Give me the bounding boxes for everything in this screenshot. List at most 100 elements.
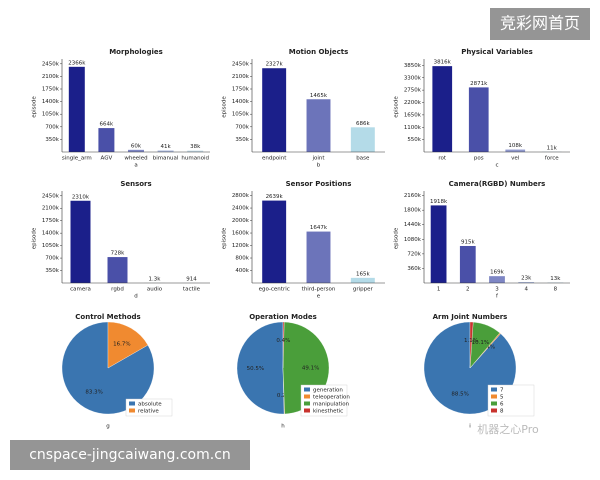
value-label: 60k — [131, 143, 142, 149]
x-tick-label: AGV — [101, 156, 113, 162]
y-tick-label: 1400k — [42, 231, 60, 237]
y-tick-label: 2450k — [42, 61, 60, 67]
slice-label: 0.4% — [481, 345, 495, 351]
value-label: 23k — [521, 276, 532, 282]
x-axis-label: f — [496, 294, 499, 300]
pie-slice — [282, 321, 285, 369]
bar — [459, 245, 476, 283]
x-tick-label: 2 — [466, 287, 470, 293]
chart-title: Physical Variables — [461, 48, 533, 56]
value-label: 686k — [356, 121, 370, 127]
x-tick-label: ego-centric — [259, 287, 290, 293]
value-label: 41k — [161, 144, 172, 150]
legend-label: teleoperation — [313, 394, 350, 400]
y-tick-label: 2100k — [42, 74, 60, 80]
x-axis-label: b — [317, 163, 321, 169]
watermark-top: 竞彩网首页 — [500, 14, 580, 33]
value-label: 1465k — [310, 93, 328, 99]
legend-swatch — [491, 387, 497, 392]
y-axis-label: episode — [394, 227, 400, 249]
x-tick-label: 3 — [495, 287, 499, 293]
bar — [262, 68, 287, 152]
pie-slice — [469, 321, 474, 369]
x-tick-label: endpoint — [262, 156, 287, 162]
legend-swatch — [491, 394, 497, 399]
slice-label: 10.1% — [472, 340, 489, 346]
bar — [157, 150, 174, 152]
x-tick-label: audio — [147, 287, 163, 293]
legend-swatch — [304, 387, 310, 392]
legend-swatch — [304, 394, 310, 399]
value-label: 2639k — [266, 194, 284, 200]
value-label: 2327k — [266, 62, 284, 68]
x-axis-label: i — [469, 424, 471, 430]
legend-swatch — [491, 408, 497, 413]
x-axis-label: d — [134, 294, 138, 300]
x-tick-label: single_arm — [62, 156, 92, 162]
value-label: 165k — [356, 271, 370, 277]
y-tick-label: 1650k — [404, 112, 422, 118]
x-axis-label: a — [134, 163, 137, 169]
y-axis-label: episode — [32, 96, 38, 118]
bar — [350, 277, 375, 283]
y-tick-label: 400k — [235, 268, 249, 274]
x-tick-label: camera — [70, 287, 91, 293]
watermark-logo: 机器之心Pro — [477, 422, 539, 436]
y-axis-label: episode — [32, 227, 38, 249]
y-tick-label: 1050k — [42, 112, 60, 118]
y-tick-label: 1600k — [232, 231, 250, 237]
bar — [262, 200, 287, 283]
chart-title: Operation Modes — [249, 313, 317, 321]
y-tick-label: 700k — [235, 124, 249, 130]
bar — [350, 127, 375, 152]
x-tick-label: gripper — [353, 287, 374, 293]
y-tick-label: 1080k — [404, 237, 422, 243]
slice-label: 49.1% — [302, 365, 319, 371]
y-tick-label: 2000k — [232, 218, 250, 224]
x-axis-label: h — [281, 424, 285, 430]
legend-label: absolute — [138, 401, 162, 407]
value-label: 728k — [111, 251, 125, 257]
bar — [70, 200, 91, 283]
y-tick-label: 2450k — [232, 61, 250, 67]
bar — [306, 231, 331, 283]
chart-title: Morphologies — [109, 48, 163, 56]
value-label: 915k — [461, 239, 475, 245]
x-tick-label: 8 — [554, 287, 558, 293]
chart-title: Arm Joint Numbers — [433, 313, 508, 321]
y-tick-label: 2400k — [232, 206, 250, 212]
y-tick-label: 3300k — [404, 75, 422, 81]
slice-label: 50.5% — [247, 366, 264, 372]
x-tick-label: 1 — [437, 287, 441, 293]
value-label: 2366k — [68, 60, 86, 66]
bar — [68, 66, 85, 152]
y-tick-label: 1200k — [232, 243, 250, 249]
slice-label: 0.2% — [277, 393, 291, 399]
legend-label: 7 — [500, 387, 504, 393]
y-tick-label: 350k — [45, 137, 59, 143]
y-tick-label: 1400k — [232, 99, 250, 105]
x-tick-label: pos — [474, 156, 484, 162]
slice-label: 83.3% — [85, 389, 102, 395]
y-tick-label: 2750k — [404, 88, 422, 94]
value-label: 3816k — [434, 60, 452, 66]
legend-label: kinesthetic — [313, 408, 343, 414]
y-tick-label: 2800k — [232, 193, 250, 199]
chart-title: Sensor Positions — [286, 180, 352, 188]
watermark-box — [10, 440, 250, 470]
y-tick-label: 800k — [235, 256, 249, 262]
value-label: 11k — [547, 145, 558, 151]
value-label: 13k — [550, 276, 561, 282]
pie-slice — [236, 321, 285, 415]
pie-slice — [107, 321, 149, 369]
bar — [98, 128, 115, 152]
bar — [107, 257, 128, 283]
legend-swatch — [304, 401, 310, 406]
y-tick-label: 1750k — [42, 87, 60, 93]
legend-box — [125, 398, 173, 417]
y-tick-label: 700k — [45, 124, 59, 130]
value-label: 1.3k — [149, 276, 162, 282]
value-label: 38k — [190, 144, 201, 150]
chart-title: Camera(RGBD) Numbers — [449, 180, 546, 188]
